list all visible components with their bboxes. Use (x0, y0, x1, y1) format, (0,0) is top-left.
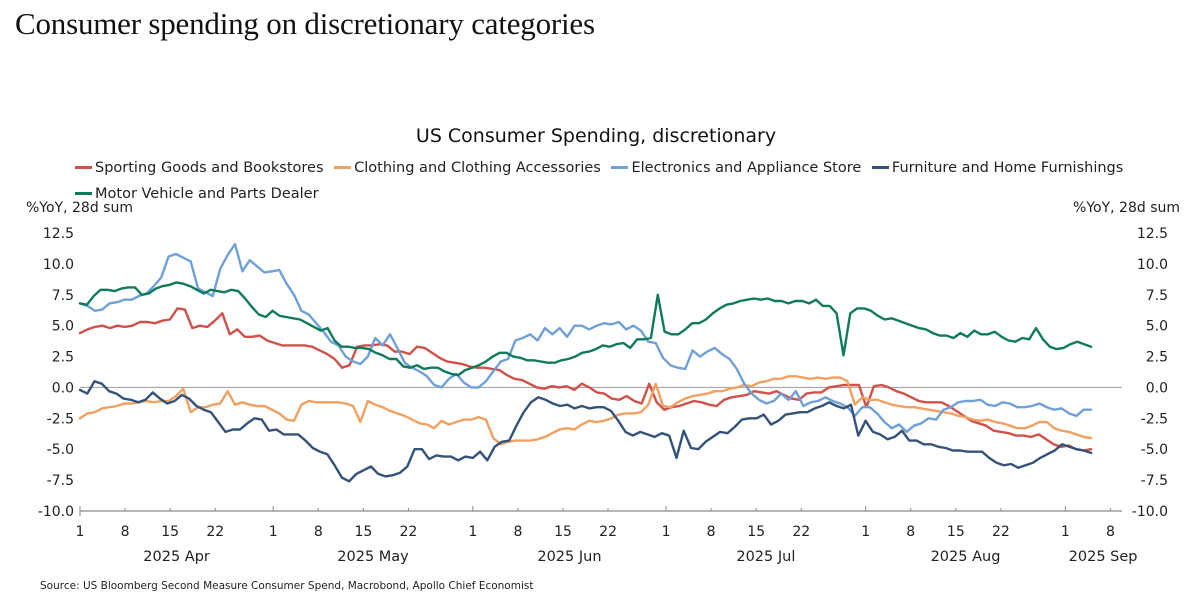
x-tick-label: 8 (1106, 524, 1115, 540)
y-tick-label-left: 7.5 (52, 288, 74, 304)
legend-label: Sporting Goods and Bookstores (95, 160, 324, 176)
series-line-clothing-and-clothing-accessories (78, 375, 1093, 446)
legend-label: Furniture and Home Furnishings (891, 160, 1124, 176)
x-tick-label: 15 (947, 524, 965, 540)
y-tick-label-right: 2.5 (1146, 350, 1168, 366)
x-tick-label: 8 (513, 524, 522, 540)
x-tick-label: 22 (206, 524, 224, 540)
x-tick-label: 22 (599, 524, 617, 540)
legend-label: Motor Vehicle and Parts Dealer (95, 186, 319, 202)
source-note: Source: US Bloomberg Second Measure Cons… (40, 580, 534, 592)
x-tick-label: 15 (161, 524, 179, 540)
y-tick-label-left: -2.5 (47, 411, 74, 427)
y-tick-label-left: 10.0 (43, 257, 74, 273)
legend-label: Clothing and Clothing Accessories (354, 160, 601, 176)
x-tick-label: 1 (861, 524, 870, 540)
x-tick-label: 8 (314, 524, 323, 540)
x-tick-label: 15 (554, 524, 572, 540)
legend-label: Electronics and Appliance Store (631, 160, 862, 176)
x-tick-label: 1 (76, 524, 85, 540)
x-month-label: 2025 Aug (931, 549, 1001, 565)
x-month-label: 2025 May (337, 549, 409, 565)
x-month-label: 2025 Jun (537, 549, 601, 565)
y-tick-label-right: 0.0 (1146, 380, 1168, 396)
y-axis-label-right: %YoY, 28d sum (1073, 200, 1180, 216)
x-tick-label: 8 (121, 524, 130, 540)
x-month-label: 2025 Jul (736, 549, 795, 565)
x-tick-label: 1 (662, 524, 671, 540)
x-tick-label: 22 (400, 524, 418, 540)
x-tick-label: 15 (354, 524, 372, 540)
y-tick-label-left: -10.0 (38, 504, 74, 520)
axes (79, 386, 1122, 516)
y-tick-label-left: -5.0 (47, 442, 74, 458)
y-tick-label-right: -2.5 (1141, 411, 1168, 427)
series-lines (78, 242, 1093, 483)
y-tick-label-right: 7.5 (1146, 288, 1168, 304)
x-tick-label: 1 (1061, 524, 1070, 540)
legend-item-electronics: Electronics and Appliance Store (611, 155, 861, 181)
x-tick-label: 8 (707, 524, 716, 540)
y-tick-label-right: -10.0 (1132, 504, 1168, 520)
legend-item-clothing: Clothing and Clothing Accessories (334, 155, 601, 181)
y-tick-label-left: 5.0 (52, 319, 74, 335)
x-tick-label: 15 (747, 524, 765, 540)
x-tick-label: 22 (792, 524, 810, 540)
legend-swatch (611, 165, 629, 169)
series-line-furniture-and-home-furnishings (78, 380, 1093, 483)
y-tick-label-right: -7.5 (1141, 473, 1168, 489)
page-title: Consumer spending on discretionary categ… (15, 6, 595, 41)
legend-swatch (334, 165, 352, 169)
y-tick-label-right: 5.0 (1146, 319, 1168, 335)
y-tick-label-right: -5.0 (1141, 442, 1168, 458)
series-line-motor-vehicle-and-parts-dealer (78, 281, 1093, 377)
x-tick-label: 1 (468, 524, 477, 540)
y-tick-label-left: -7.5 (47, 473, 74, 489)
y-tick-label-left: 0.0 (52, 380, 74, 396)
legend-swatch (871, 165, 889, 169)
chart-legend: Sporting Goods and Bookstores Clothing a… (75, 155, 1155, 207)
y-tick-label-left: 2.5 (52, 350, 74, 366)
y-tick-label-right: 12.5 (1137, 226, 1168, 242)
y-tick-label-left: 12.5 (43, 226, 74, 242)
y-axis-label-left: %YoY, 28d sum (26, 200, 133, 216)
x-tick-label: 8 (906, 524, 915, 540)
axis-labels: 12.5 12.5 10.0 10.0 7.5 7.5 5.0 5.0 2.5 2.5 0.0 0.0… (38, 226, 1168, 565)
x-tick-label: 22 (992, 524, 1010, 540)
series-line-sporting-goods-and-bookstores (78, 307, 1093, 452)
x-month-label: 2025 Sep (1069, 549, 1138, 565)
legend-swatch (75, 191, 92, 195)
legend-item-motor-vehicle: Motor Vehicle and Parts Dealer (75, 181, 319, 207)
legend-swatch (75, 165, 92, 169)
y-tick-label-right: 10.0 (1137, 257, 1168, 273)
chart-title: US Consumer Spending, discretionary (415, 125, 777, 147)
series-line-electronics-and-appliance-store (78, 242, 1093, 434)
legend-item-sporting-goods: Sporting Goods and Bookstores (75, 155, 324, 181)
x-month-label: 2025 Apr (143, 549, 210, 565)
legend-item-furniture: Furniture and Home Furnishings (871, 155, 1124, 181)
x-tick-label: 1 (269, 524, 278, 540)
